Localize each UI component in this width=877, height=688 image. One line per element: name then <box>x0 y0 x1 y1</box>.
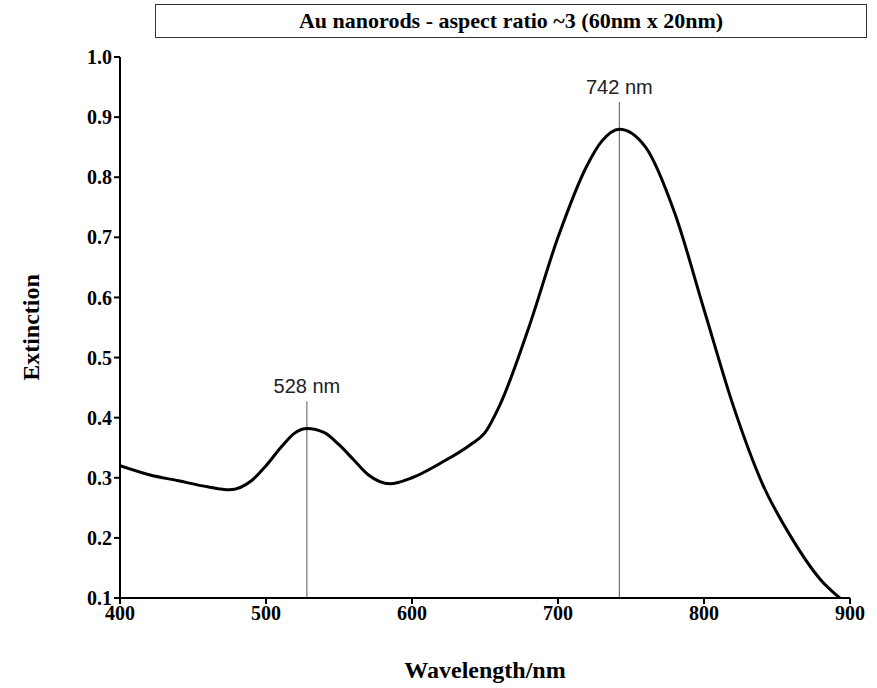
svg-text:742 nm: 742 nm <box>586 76 653 98</box>
svg-text:Wavelength/nm: Wavelength/nm <box>404 657 565 683</box>
svg-text:400: 400 <box>105 602 135 625</box>
svg-text:500: 500 <box>251 602 281 624</box>
svg-text:0.5: 0.5 <box>87 347 112 369</box>
html-text:Au nanorods - aspect ratio ~3: Au nanorods - aspect ratio ~3 (60nm x 20… <box>298 8 724 33</box>
svg-text:528 nm: 528 nm <box>274 375 341 397</box>
svg-text:600: 600 <box>397 602 427 624</box>
svg-text:Extinction: Extinction <box>18 274 44 381</box>
svg-text:0.9: 0.9 <box>87 106 112 128</box>
svg-text:1.0: 1.0 <box>87 46 112 68</box>
svg-text:0.3: 0.3 <box>87 467 112 489</box>
svg-text:0.7: 0.7 <box>87 226 112 248</box>
svg-text:800: 800 <box>689 602 719 624</box>
svg-text:0.6: 0.6 <box>87 287 112 309</box>
svg-text:900: 900 <box>835 602 865 624</box>
svg-text:0.1: 0.1 <box>87 587 112 609</box>
svg-text:0.2: 0.2 <box>87 527 112 549</box>
svg-text:0.4: 0.4 <box>87 407 112 429</box>
svg-text:0.8: 0.8 <box>87 166 112 188</box>
svg-text:700: 700 <box>543 602 573 624</box>
